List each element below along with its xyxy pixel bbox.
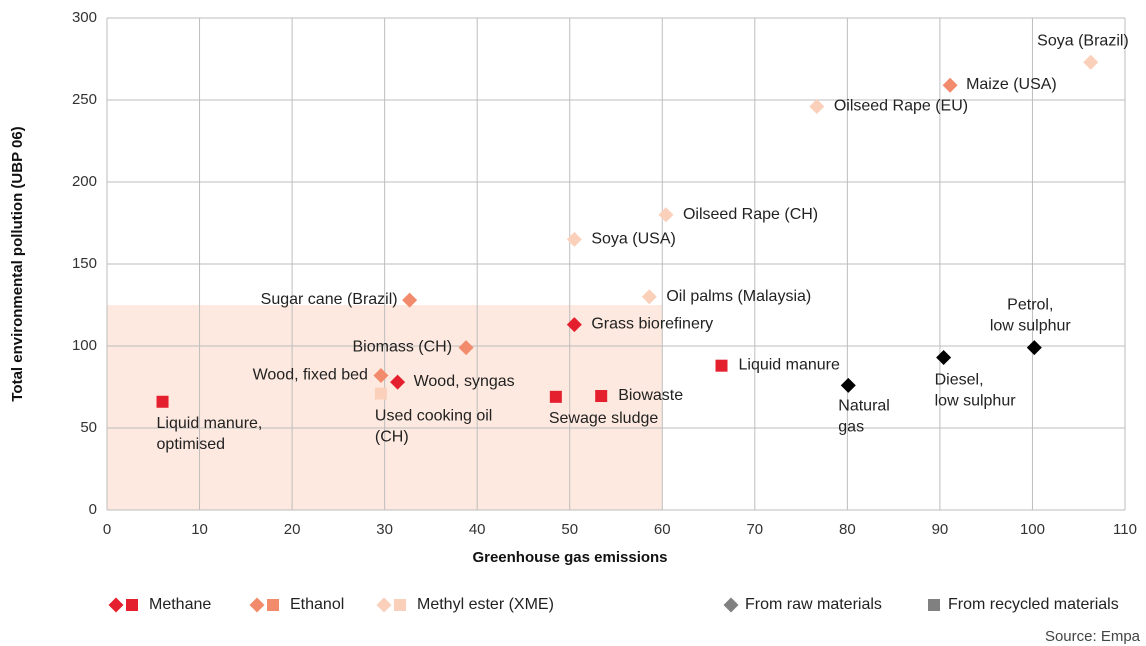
point (156, 395, 169, 408)
point-label: Oilseed Rape (CH) (683, 206, 818, 223)
point-label: Maize (USA) (966, 76, 1057, 93)
point (549, 390, 562, 403)
y-tick-label: 50 (80, 419, 97, 436)
legend-swatch (267, 599, 279, 611)
point (936, 349, 952, 365)
point-label: Used cooking oil (CH) (375, 408, 492, 446)
point (390, 374, 406, 390)
point (373, 368, 389, 384)
point (458, 340, 474, 356)
point-label-line: Soya (USA) (591, 231, 675, 248)
point-label: Sugar cane (Brazil) (261, 291, 398, 308)
point-label: Diesel, low sulphur (935, 372, 1017, 410)
legend-label: Ethanol (290, 596, 344, 613)
legend-swatch (249, 597, 265, 613)
point-label: Sewage sludge (549, 410, 659, 427)
point-label: Biomass (CH) (353, 339, 453, 356)
legend-label: Methane (149, 596, 211, 613)
point (715, 359, 728, 372)
y-tick-label: 200 (72, 173, 97, 190)
legend-label: From recycled materials (948, 596, 1119, 613)
y-tick-label: 150 (72, 255, 97, 272)
y-tick-label: 250 (72, 91, 97, 108)
point (566, 317, 582, 333)
point (809, 99, 825, 115)
point-label-line: Oilseed Rape (CH) (683, 206, 818, 223)
point-label-line: low sulphur (990, 318, 1072, 335)
point (374, 387, 387, 400)
legend-swatch (126, 599, 138, 611)
point (658, 207, 674, 223)
x-tick-label: 20 (284, 521, 301, 538)
x-tick-label: 100 (1020, 521, 1045, 538)
point-label-line: Oilseed Rape (EU) (834, 98, 968, 115)
point (840, 377, 856, 393)
legend-swatch (394, 599, 406, 611)
point-label: Grass biorefinery (591, 316, 713, 333)
point-label-line: Wood, syngas (414, 373, 515, 390)
point (1083, 54, 1099, 70)
point-label-line: Maize (USA) (966, 76, 1057, 93)
point-label-line: Soya (Brazil) (1037, 32, 1129, 49)
point-label-line: Biomass (CH) (353, 339, 453, 356)
x-tick-label: 60 (654, 521, 671, 538)
x-tick-label: 80 (839, 521, 856, 538)
point (566, 231, 582, 247)
point (641, 289, 657, 305)
point-label-line: Sugar cane (Brazil) (261, 291, 398, 308)
y-tick-label: 100 (72, 337, 97, 354)
point-label-line: Wood, fixed bed (253, 367, 368, 384)
point-label-line: Liquid manure, (157, 415, 263, 432)
point-label: Oilseed Rape (EU) (834, 98, 968, 115)
point (942, 77, 958, 93)
point-label-line: Natural (838, 398, 890, 415)
legend-swatch (928, 599, 940, 611)
point-label-line: gas (838, 419, 864, 436)
x-tick-label: 10 (191, 521, 208, 538)
x-tick-label: 70 (746, 521, 763, 538)
point (402, 292, 418, 308)
point-label-line: Oil palms (Malaysia) (666, 288, 811, 305)
legend-swatch (723, 597, 739, 613)
point-label: Petrol, low sulphur (990, 297, 1072, 335)
point-label-line: Diesel, (935, 372, 984, 389)
point-label-line: optimised (157, 436, 225, 453)
point-label-line: Biowaste (618, 387, 683, 404)
point-label-line: Petrol, (1007, 297, 1053, 314)
point-label: Liquid manure (739, 357, 841, 374)
point-label-line: Liquid manure (739, 357, 841, 374)
point-label: Liquid manure, optimised (157, 415, 263, 453)
x-tick-label: 30 (376, 521, 393, 538)
x-axis-title: Greenhouse gas emissions (472, 549, 667, 566)
point (595, 390, 608, 403)
y-tick-label: 300 (72, 9, 97, 26)
x-tick-label: 110 (1113, 521, 1137, 538)
x-tick-label: 50 (561, 521, 578, 538)
point-label-line: Used cooking oil (375, 408, 492, 425)
point-label: Wood, fixed bed (253, 367, 368, 384)
point-label: Wood, syngas (414, 373, 515, 390)
x-tick-label: 90 (932, 521, 949, 538)
source: Source: Empa (1045, 628, 1141, 645)
point-label: Soya (USA) (591, 231, 675, 248)
legend-label: Methyl ester (XME) (417, 596, 554, 613)
x-tick-label: 0 (103, 521, 111, 538)
point (1026, 340, 1042, 356)
point-label-line: Sewage sludge (549, 410, 659, 427)
point-label: Oil palms (Malaysia) (666, 288, 811, 305)
point-label-line: low sulphur (935, 393, 1017, 410)
x-tick-label: 40 (469, 521, 486, 538)
y-axis-title: Total environmental pollution (UBP 06) (9, 126, 26, 401)
point-label: Natural gas (838, 398, 890, 436)
point-label-line: (CH) (375, 429, 409, 446)
y-tick-label: 0 (89, 501, 97, 518)
point-label-line: Grass biorefinery (591, 316, 713, 333)
legend-swatch (376, 597, 392, 613)
point-label: Soya (Brazil) (1037, 32, 1129, 49)
point-label: Biowaste (618, 387, 683, 404)
legend-label: From raw materials (745, 596, 882, 613)
legend-swatch (108, 597, 124, 613)
